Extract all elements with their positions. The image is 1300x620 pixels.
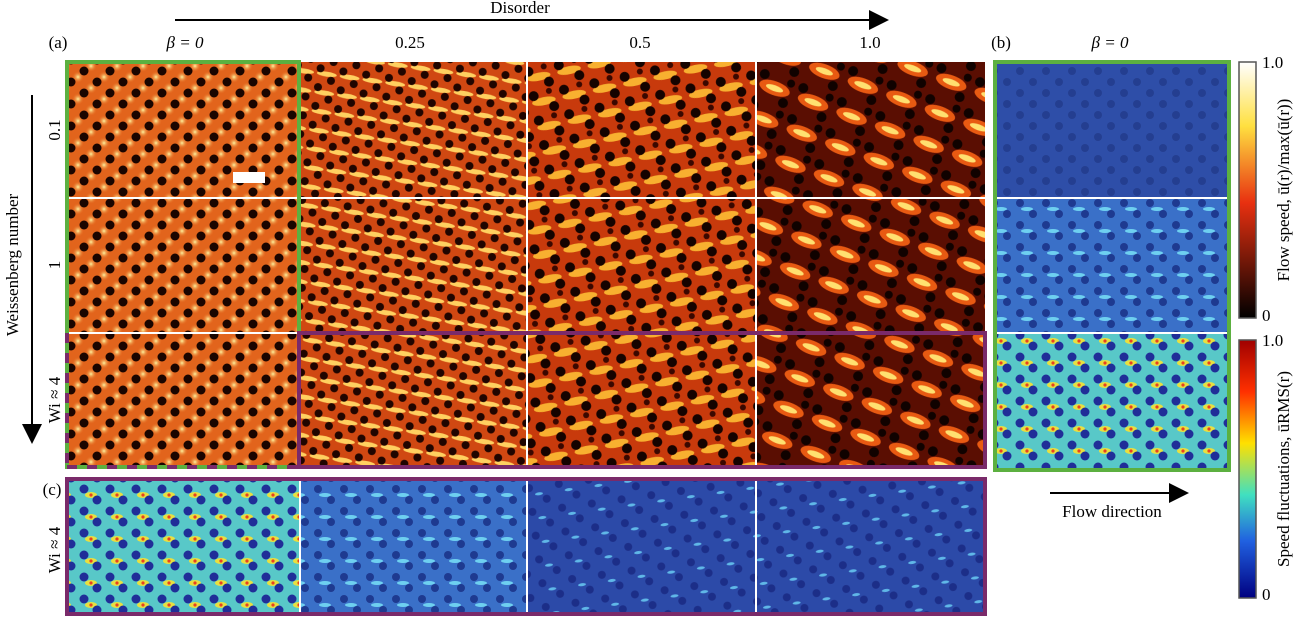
image-tile <box>528 62 755 197</box>
column-label: 0.25 <box>395 33 425 52</box>
colorbar <box>1238 61 1257 319</box>
image-tile <box>67 334 299 467</box>
column-label: β = 0 <box>166 33 204 52</box>
column-label: 1.0 <box>859 33 880 52</box>
panel-label: (b) <box>991 33 1011 52</box>
image-tile <box>67 479 299 614</box>
colorbar <box>1238 339 1257 599</box>
green-frame <box>65 60 301 469</box>
image-tile <box>301 62 526 197</box>
panel-label: (c) <box>43 480 62 499</box>
image-tile <box>757 199 985 332</box>
image-tile <box>757 62 985 197</box>
green-frame <box>993 60 1231 472</box>
image-tile <box>528 334 755 467</box>
row-label: 0.1 <box>45 119 64 140</box>
colorbar-label: Speed fluctuations, ūRMS(r) <box>1274 371 1293 567</box>
scale-bar <box>233 172 265 183</box>
row-label: 1 <box>45 261 64 270</box>
colorbar-min: 0 <box>1262 306 1271 325</box>
image-tile <box>757 334 985 467</box>
colorbar-label: Flow speed, ū(r)/max(ū(r)) <box>1274 99 1293 282</box>
row-label: Wi ≈ 4 <box>45 526 64 573</box>
image-tile <box>67 199 299 332</box>
image-tile <box>301 334 526 467</box>
flow-direction-label: Flow direction <box>1062 502 1162 521</box>
purple-frame <box>297 331 987 469</box>
y-axis-label: Weissenberg number <box>3 194 22 337</box>
image-tiles <box>67 62 1229 614</box>
purple-frame <box>65 477 987 616</box>
column-label: β = 0 <box>1091 33 1129 52</box>
image-tile <box>995 199 1229 332</box>
panel-label: (a) <box>49 33 68 52</box>
image-tile <box>301 199 526 332</box>
row-label: Wi ≈ 4 <box>45 376 64 423</box>
image-tile <box>301 479 526 614</box>
image-tile <box>528 479 755 614</box>
image-tile <box>995 62 1229 197</box>
image-tile <box>995 334 1229 470</box>
disorder-label: Disorder <box>490 0 550 17</box>
image-tile <box>757 479 985 614</box>
colorbar-min: 0 <box>1262 585 1271 604</box>
image-tile <box>528 199 755 332</box>
colorbar-max: 1.0 <box>1262 53 1283 72</box>
colorbar-max: 1.0 <box>1262 331 1283 350</box>
column-label: 0.5 <box>629 33 650 52</box>
